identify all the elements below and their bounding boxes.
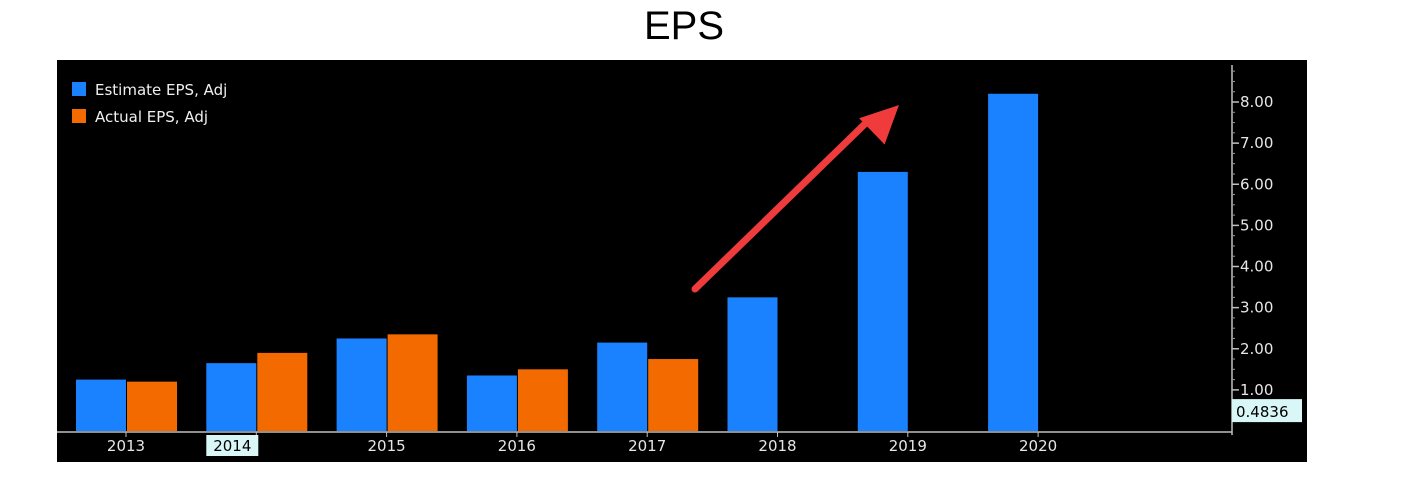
- legend-label-estimate: Estimate EPS, Adj: [95, 81, 227, 99]
- axis-value-badge-bg: [1232, 399, 1302, 423]
- eps-chart: 1.00 2.00 3.00 4.00 5.00 6.00 7.00 8.00 2013 201…: [57, 60, 1307, 462]
- x-tick-label: 2013: [107, 437, 145, 455]
- legend-swatch-estimate: [72, 82, 86, 96]
- y-tick-label: 5.00: [1240, 216, 1273, 234]
- actual-bar-2015: [387, 334, 438, 431]
- x-tick-label: 2015: [368, 437, 406, 455]
- estimate-bar-2020: [988, 93, 1039, 432]
- trend-arrow-shaft: [691, 116, 873, 293]
- x-tick-label: 2018: [758, 437, 796, 455]
- estimate-bar-2018: [727, 297, 778, 431]
- estimate-bar-2013: [76, 379, 126, 431]
- actual-bar-2016: [517, 369, 568, 431]
- highlighted-category-box: [206, 435, 259, 456]
- x-tick-label: 2019: [889, 437, 927, 455]
- y-tick-label: 2.00: [1240, 340, 1273, 358]
- legend: Estimate EPS, Adj Actual EPS, Adj: [64, 72, 264, 137]
- estimate-bar-2014: [206, 363, 257, 431]
- legend-label-actual: Actual EPS, Adj: [95, 108, 208, 126]
- x-tick-label: 2016: [498, 437, 536, 455]
- estimate-bar-2017: [597, 342, 648, 431]
- legend-swatch-actual: [72, 109, 86, 123]
- estimate-bar-2016: [466, 375, 517, 431]
- annotations-group: 0.4836: [691, 105, 1302, 423]
- actual-bar-2014: [257, 352, 308, 431]
- y-tick-label: 7.00: [1240, 134, 1273, 152]
- page-title: EPS: [643, 4, 725, 48]
- estimate-bar-2015: [336, 338, 387, 431]
- y-tick-label: 4.00: [1240, 258, 1273, 276]
- x-tick-label: 2020: [1019, 437, 1057, 455]
- actual-bar-2013: [127, 381, 177, 431]
- y-tick-label: 3.00: [1240, 299, 1273, 317]
- y-tick-label: 1.00: [1240, 381, 1273, 399]
- legend-box: [64, 72, 264, 137]
- y-tick-label: 8.00: [1240, 93, 1273, 111]
- y-tick-label: 6.00: [1240, 175, 1273, 193]
- trend-arrow-head: [859, 105, 899, 145]
- eps-bar-chart: 1.002.003.004.005.006.007.008.00 2013 201…: [57, 65, 1302, 456]
- bars-group: [76, 93, 1039, 432]
- axes-group: 1.00 2.00 3.00 4.00 5.00 6.00 7.00 8.00: [57, 65, 1273, 435]
- actual-bar-2017: [648, 359, 699, 431]
- x-labels-group: 2013 2014 2015 2016 2017 2018 2019 2020: [107, 432, 1057, 456]
- x-tick-label: 2017: [628, 437, 666, 455]
- axis-value-badge: 0.4836: [1236, 403, 1289, 421]
- x-tick-label-highlighted: 2014: [213, 437, 251, 455]
- estimate-bar-2019: [857, 171, 908, 431]
